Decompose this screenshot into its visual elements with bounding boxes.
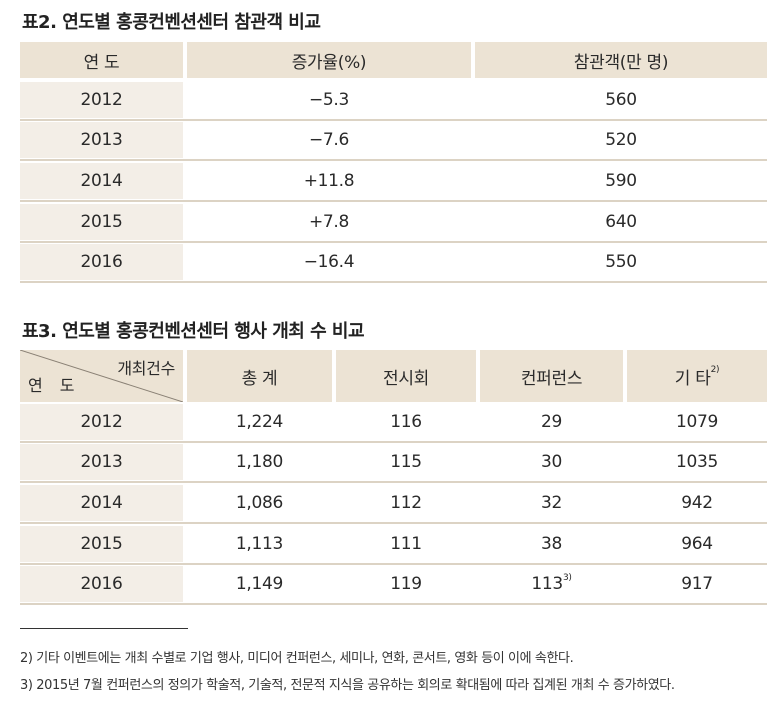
row-divider bbox=[20, 200, 767, 202]
exhibition-cell: 112 bbox=[336, 485, 476, 521]
row-divider bbox=[20, 119, 767, 121]
row-divider bbox=[20, 241, 767, 243]
total-cell: 1,086 bbox=[187, 485, 332, 521]
conference-value: 30 bbox=[540, 452, 563, 472]
footnote-2: 2) 기타 이벤트에는 개최 수별로 기업 행사, 미디어 컨퍼런스, 세미나,… bbox=[20, 651, 574, 666]
conference-cell: 113 3) bbox=[480, 566, 623, 602]
row-divider bbox=[20, 441, 767, 443]
row-divider bbox=[20, 522, 767, 524]
other-label: 기 타 bbox=[674, 368, 711, 389]
growth-cell: −16.4 bbox=[187, 244, 471, 280]
column-header-visitors: 참관객(만 명) bbox=[475, 42, 767, 78]
column-header-other: 기 타 2) bbox=[627, 350, 767, 402]
footnote-ref-3: 3) bbox=[562, 573, 572, 583]
growth-cell: −5.3 bbox=[187, 82, 471, 118]
year-cell: 2013 bbox=[20, 122, 183, 158]
row-divider bbox=[20, 281, 767, 283]
diagonal-divider bbox=[20, 350, 183, 402]
row-divider bbox=[20, 603, 767, 605]
growth-cell: −7.6 bbox=[187, 122, 471, 158]
column-header-conference: 컨퍼런스 bbox=[480, 350, 623, 402]
column-header-total: 총 계 bbox=[187, 350, 332, 402]
conference-cell: 29 bbox=[480, 404, 623, 440]
footnote-divider bbox=[20, 628, 188, 629]
conference-value: 38 bbox=[540, 534, 563, 554]
conference-cell: 30 bbox=[480, 444, 623, 480]
column-header-exhibition: 전시회 bbox=[336, 350, 476, 402]
footnote-ref-2: 2) bbox=[710, 365, 720, 375]
exhibition-cell: 119 bbox=[336, 566, 476, 602]
conference-cell: 38 bbox=[480, 526, 623, 562]
year-cell: 2016 bbox=[20, 566, 183, 602]
column-header-growth: 증가율(%) bbox=[187, 42, 471, 78]
exhibition-cell: 116 bbox=[336, 404, 476, 440]
header-event-count: 개최건수 bbox=[117, 359, 175, 378]
footnote-3: 3) 2015년 7월 컨퍼런스의 정의가 학술적, 기술적, 전문적 지식을 … bbox=[20, 678, 675, 693]
visitors-cell: 520 bbox=[475, 122, 767, 158]
total-cell: 1,113 bbox=[187, 526, 332, 562]
other-cell: 942 bbox=[627, 485, 767, 521]
year-cell: 2014 bbox=[20, 163, 183, 199]
row-divider bbox=[20, 481, 767, 483]
visitors-cell: 590 bbox=[475, 163, 767, 199]
total-cell: 1,224 bbox=[187, 404, 332, 440]
table2-title: 표2. 연도별 홍콩컨벤션센터 참관객 비교 bbox=[22, 12, 321, 33]
year-cell: 2015 bbox=[20, 204, 183, 240]
conference-value: 32 bbox=[540, 493, 563, 513]
conference-value: 113 bbox=[531, 574, 563, 594]
visitors-cell: 550 bbox=[475, 244, 767, 280]
exhibition-cell: 115 bbox=[336, 444, 476, 480]
other-cell: 917 bbox=[627, 566, 767, 602]
total-cell: 1,149 bbox=[187, 566, 332, 602]
growth-cell: +11.8 bbox=[187, 163, 471, 199]
growth-cell: +7.8 bbox=[187, 204, 471, 240]
other-cell: 964 bbox=[627, 526, 767, 562]
visitors-cell: 560 bbox=[475, 82, 767, 118]
year-cell: 2015 bbox=[20, 526, 183, 562]
header-year: 연 도 bbox=[28, 376, 81, 395]
table3-title: 표3. 연도별 홍콩컨벤션센터 행사 개최 수 비교 bbox=[22, 321, 365, 342]
row-divider bbox=[20, 159, 767, 161]
year-cell: 2014 bbox=[20, 485, 183, 521]
conference-value: 29 bbox=[540, 412, 563, 432]
column-header-year: 연 도 bbox=[20, 42, 183, 78]
year-cell: 2012 bbox=[20, 82, 183, 118]
other-cell: 1035 bbox=[627, 444, 767, 480]
year-cell: 2012 bbox=[20, 404, 183, 440]
year-cell: 2016 bbox=[20, 244, 183, 280]
row-divider bbox=[20, 563, 767, 565]
total-cell: 1,180 bbox=[187, 444, 332, 480]
conference-cell: 32 bbox=[480, 485, 623, 521]
other-cell: 1079 bbox=[627, 404, 767, 440]
exhibition-cell: 111 bbox=[336, 526, 476, 562]
visitors-cell: 640 bbox=[475, 204, 767, 240]
year-cell: 2013 bbox=[20, 444, 183, 480]
